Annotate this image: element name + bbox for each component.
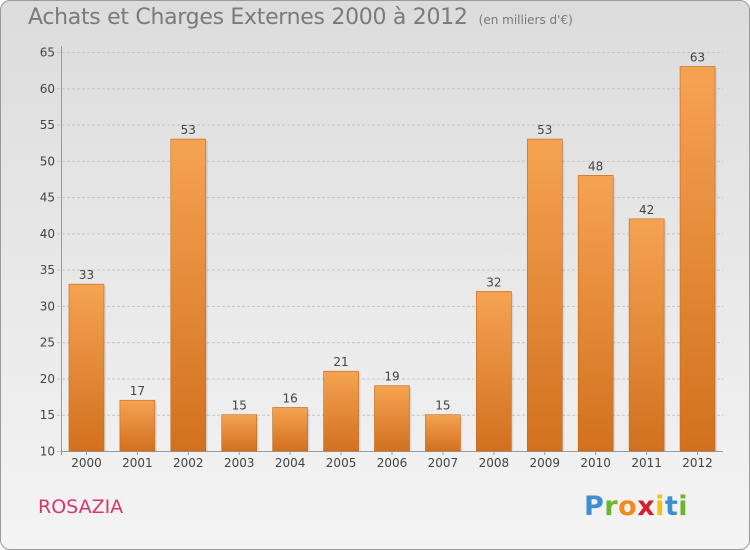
y-tick-label: 20	[40, 372, 55, 386]
proxiti-logo[interactable]: Proxiti	[584, 491, 689, 522]
commune-name: ROSAZIA	[38, 496, 124, 518]
bar	[628, 218, 665, 452]
y-tick-label: 65	[40, 46, 55, 60]
bar	[476, 291, 512, 452]
x-tick-label: 2011	[631, 456, 662, 470]
data-label: 19	[384, 370, 399, 384]
y-tick-label: 10	[40, 445, 55, 459]
bar	[526, 138, 563, 452]
bar	[425, 414, 461, 452]
y-tick-label: 25	[40, 336, 55, 350]
data-label: 33	[79, 268, 94, 282]
data-label: 53	[537, 123, 552, 137]
x-tick-label: 2005	[326, 456, 357, 470]
chart-unit: (en milliers d'€)	[478, 13, 573, 27]
x-tick-label: 2007	[428, 456, 459, 470]
y-tick-label: 50	[40, 154, 55, 168]
y-tick-label: 30	[40, 299, 55, 313]
x-tick-label: 2004	[275, 456, 306, 470]
x-tick-label: 2010	[580, 456, 611, 470]
chart-title-main: Achats et Charges Externes 2000 à 2012	[28, 5, 468, 30]
data-label: 48	[588, 159, 603, 173]
y-tick-label: 60	[40, 82, 55, 96]
y-tick-label: 45	[40, 191, 55, 205]
y-tick-label: 40	[40, 227, 55, 241]
chart-title: Achats et Charges Externes 2000 à 2012 (…	[28, 5, 573, 30]
bar	[679, 66, 716, 452]
bar	[323, 370, 359, 452]
y-tick-label: 55	[40, 118, 55, 132]
y-tick-label: 15	[40, 408, 55, 422]
data-label: 32	[486, 275, 501, 289]
bar	[119, 399, 156, 452]
data-label: 17	[130, 384, 145, 398]
bar	[68, 283, 105, 452]
x-tick-label: 2009	[529, 456, 560, 470]
data-label: 21	[333, 355, 348, 369]
x-tick-label: 2002	[173, 456, 204, 470]
x-tick-label: 2006	[377, 456, 408, 470]
data-label: 15	[435, 399, 450, 413]
bar	[272, 407, 308, 452]
bar	[374, 385, 410, 452]
x-tick-label: 2000	[71, 456, 102, 470]
bar	[170, 138, 207, 452]
data-label: 42	[639, 203, 654, 217]
x-tick-label: 2003	[224, 456, 255, 470]
bar	[577, 175, 614, 452]
x-tick-label: 2008	[479, 456, 510, 470]
x-tick-label: 2001	[122, 456, 153, 470]
bar	[221, 414, 258, 452]
x-tick-label: 2012	[682, 456, 713, 470]
y-tick-label: 35	[40, 263, 55, 277]
data-label: 53	[181, 123, 196, 137]
data-label: 15	[232, 399, 247, 413]
data-label: 16	[283, 391, 298, 405]
data-label: 63	[690, 51, 705, 65]
